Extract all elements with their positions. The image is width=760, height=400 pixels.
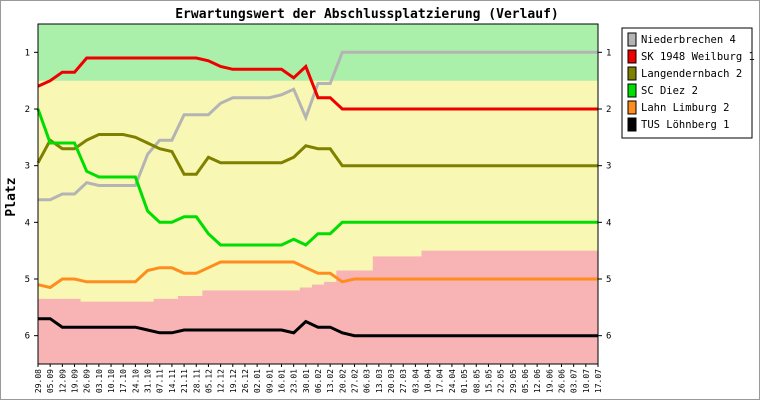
zone-mid bbox=[38, 80, 598, 302]
x-tick-label: 15.05 bbox=[484, 369, 493, 393]
y-tick-label-right: 2 bbox=[606, 105, 611, 115]
x-tick-label: 21.11 bbox=[180, 369, 189, 393]
legend-label: Langendernbach 2 bbox=[641, 68, 742, 80]
y-axis-label: Platz bbox=[4, 177, 19, 216]
x-tick-label: 06.02 bbox=[314, 369, 323, 393]
y-tick-label-left: 3 bbox=[25, 162, 30, 172]
x-tick-label: 13.02 bbox=[326, 369, 335, 393]
y-tick-label-left: 2 bbox=[25, 105, 30, 115]
x-tick-label: 05.12 bbox=[204, 369, 213, 393]
x-tick-label: 23.01 bbox=[290, 369, 299, 393]
x-tick-label: 17.07 bbox=[594, 369, 603, 393]
x-tick-label: 05.09 bbox=[46, 369, 55, 393]
legend: Niederbrechen 4 SK 1948 Weilburg 1 Langend… bbox=[621, 27, 755, 139]
x-tick-label: 19.06 bbox=[545, 369, 554, 393]
x-tick-label: 02.01 bbox=[253, 369, 262, 393]
series-line-6 bbox=[38, 317, 598, 338]
x-tick-label: 12.06 bbox=[533, 369, 542, 393]
legend-swatch bbox=[627, 100, 637, 115]
x-tick-label: 03.07 bbox=[570, 369, 579, 393]
series-line-1 bbox=[38, 50, 598, 202]
y-tick-label-right: 1 bbox=[606, 48, 611, 58]
x-tick-label: 07.11 bbox=[156, 369, 165, 393]
axes-layer: 1 12 23 34 45 56 629.08 05.09 12.09 19.09 26.09 03.… bbox=[25, 23, 611, 393]
legend-swatch bbox=[627, 83, 637, 98]
legend-label: SC Diez 2 bbox=[641, 85, 698, 97]
x-tick-label: 27.03 bbox=[399, 369, 408, 393]
x-tick-label: 10.04 bbox=[424, 369, 433, 393]
zones-layer bbox=[38, 24, 598, 364]
y-tick-label-right: 4 bbox=[606, 218, 611, 228]
chart-title: Erwartungswert der Abschlussplatzierung … bbox=[175, 7, 559, 22]
x-tick-label: 09.01 bbox=[265, 369, 274, 393]
x-tick-label: 06.03 bbox=[363, 369, 372, 393]
legend-swatch bbox=[627, 117, 637, 132]
legend-label: SK 1948 Weilburg 1 bbox=[641, 51, 755, 63]
x-tick-label: 27.02 bbox=[351, 369, 360, 393]
series-layer bbox=[36, 50, 598, 338]
x-tick-label: 12.09 bbox=[58, 369, 67, 393]
x-tick-label: 26.06 bbox=[557, 369, 566, 393]
y-tick-label-right: 3 bbox=[606, 162, 611, 172]
series-line-2 bbox=[37, 56, 598, 111]
x-tick-label: 17.10 bbox=[119, 369, 128, 393]
x-tick-label: 22.05 bbox=[497, 369, 506, 393]
x-tick-label: 19.12 bbox=[229, 369, 238, 393]
x-tick-label: 08.05 bbox=[472, 369, 481, 393]
series-line-5 bbox=[37, 260, 598, 290]
x-tick-label: 26.09 bbox=[83, 369, 92, 393]
legend-box bbox=[621, 27, 753, 139]
y-tick-label-left: 6 bbox=[25, 332, 30, 342]
x-tick-label: 29.05 bbox=[509, 369, 518, 393]
x-tick-label: 31.10 bbox=[144, 369, 153, 393]
x-tick-label: 01.05 bbox=[460, 369, 469, 393]
y-tick-label-right: 6 bbox=[606, 332, 611, 342]
legend-label: Niederbrechen 4 bbox=[641, 34, 736, 46]
x-tick-label: 26.12 bbox=[241, 369, 250, 393]
x-tick-label: 10.07 bbox=[582, 369, 591, 393]
legend-swatch bbox=[627, 32, 637, 47]
x-tick-label: 16.01 bbox=[277, 369, 286, 393]
legend-label: TUS Löhnberg 1 bbox=[641, 119, 730, 131]
legend-swatch bbox=[627, 49, 637, 64]
y-tick-label-right: 5 bbox=[606, 275, 611, 285]
x-tick-label: 03.10 bbox=[95, 369, 104, 393]
x-tick-label: 24.10 bbox=[131, 369, 140, 393]
x-tick-label: 28.11 bbox=[192, 369, 201, 393]
legend-label: Lahn Limburg 2 bbox=[641, 102, 730, 114]
x-tick-label: 29.08 bbox=[34, 369, 43, 393]
x-tick-label: 20.02 bbox=[338, 369, 347, 393]
series-line-3 bbox=[36, 133, 598, 176]
x-tick-label: 17.04 bbox=[436, 369, 445, 393]
x-tick-label: 30.01 bbox=[302, 369, 311, 393]
x-tick-label: 12.12 bbox=[217, 369, 226, 393]
x-tick-label: 03.04 bbox=[411, 369, 420, 393]
y-tick-label-left: 4 bbox=[25, 218, 30, 228]
y-tick-label-left: 1 bbox=[25, 48, 30, 58]
x-tick-label: 14.11 bbox=[168, 369, 177, 393]
x-tick-label: 13.03 bbox=[375, 369, 384, 393]
legend-swatch bbox=[627, 66, 637, 81]
x-tick-label: 20.03 bbox=[387, 369, 396, 393]
series-line-4 bbox=[36, 108, 598, 247]
x-tick-label: 24.04 bbox=[448, 369, 457, 393]
y-tick-label-left: 5 bbox=[25, 275, 30, 285]
x-tick-label: 19.09 bbox=[71, 369, 80, 393]
x-tick-label: 05.06 bbox=[521, 369, 530, 393]
x-tick-label: 10.10 bbox=[107, 369, 116, 393]
